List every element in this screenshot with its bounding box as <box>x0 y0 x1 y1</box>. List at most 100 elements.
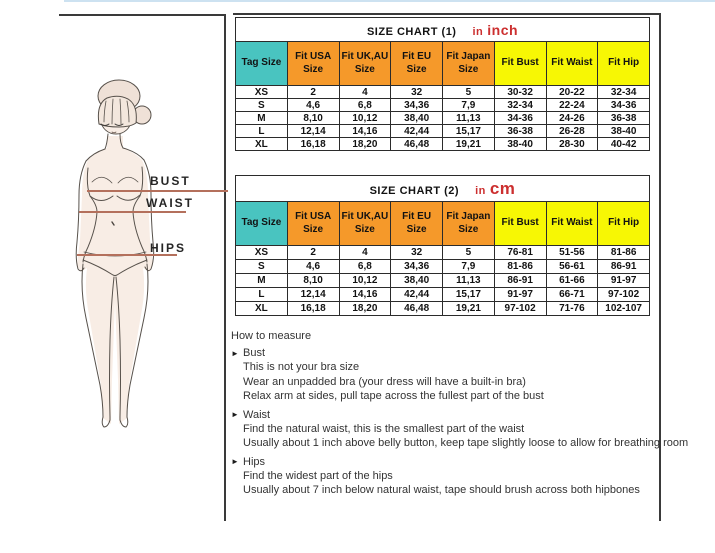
column-header-fit-japan-size: Fit Japan Size <box>442 201 495 246</box>
size-cell: 32 <box>390 85 443 99</box>
how-to-measure-title: How to measure <box>231 330 312 342</box>
size-cell: 24-26 <box>545 111 599 125</box>
size-cell: M <box>235 273 288 288</box>
column-header-fit-bust: Fit Bust <box>493 41 547 86</box>
size-cell: 15,17 <box>442 124 495 138</box>
size-cell: 86-91 <box>597 259 650 274</box>
size-cell: 28-30 <box>545 137 599 151</box>
column-header-fit-usa-size: Fit USA Size <box>286 41 340 86</box>
size-cell: 16,18 <box>286 137 340 151</box>
hips-instructions-heading: Hips <box>243 455 266 468</box>
hips-label: HIPS <box>150 241 187 255</box>
size-cell: S <box>235 259 288 274</box>
size-cell: 46,48 <box>390 301 443 316</box>
column-header-fit-uk-au-size: Fit UK,AU Size <box>338 201 392 246</box>
size-cell: 56-61 <box>545 259 599 274</box>
mouth <box>111 131 117 134</box>
size-cell: 19,21 <box>442 301 495 316</box>
chart-title-text: SIZE CHART (1) <box>366 25 457 38</box>
size-cell: 5 <box>442 245 495 260</box>
size-cell: 32-34 <box>597 85 650 99</box>
how-to-measure-section: How to measure ► Bust This is not your b… <box>231 330 688 503</box>
size-cell: 8,10 <box>286 273 340 288</box>
bust-instructions-heading: Bust <box>243 347 266 359</box>
size-cell: XS <box>235 245 288 260</box>
size-cell: 34-36 <box>597 98 650 112</box>
size-cell: 86-91 <box>493 273 547 288</box>
size-cell: 38-40 <box>597 124 650 138</box>
column-header-fit-hip: Fit Hip <box>597 201 650 246</box>
size-chart-inch-table: SIZE CHART (1) in inch Tag Size Fit USA Size… <box>235 17 650 151</box>
column-header-fit-eu-size: Fit EU Size <box>390 41 443 86</box>
size-cell: 97-102 <box>597 287 650 302</box>
figure-panel-border-top <box>59 14 226 16</box>
size-cell: 4 <box>338 245 392 260</box>
size-cell: 71-76 <box>545 301 599 316</box>
size-cell: 8,10 <box>286 111 340 125</box>
bullet-arrow-icon: ► <box>231 410 239 419</box>
size-cell: 32-34 <box>493 98 547 112</box>
chart-title-cell: SIZE CHART (2) in cm <box>235 175 650 202</box>
chart-header-row: Tag Size Fit USA Size Fit UK,AU Size Fit EU… <box>235 41 650 86</box>
size-cell: XL <box>235 137 288 151</box>
size-row-m: M 8,10 10,12 38,40 11,13 34-36 24-26 36-38 <box>235 111 650 125</box>
size-cell: 38,40 <box>390 111 443 125</box>
size-cell: 15,17 <box>442 287 495 302</box>
size-cell: 22-24 <box>545 98 599 112</box>
size-cell: S <box>235 98 288 112</box>
column-header-fit-usa-size: Fit USA Size <box>286 201 340 246</box>
size-cell: 42,44 <box>390 124 443 138</box>
instruction-line: Relax arm at sides, pull tape across the… <box>243 390 544 402</box>
size-cell: 40-42 <box>597 137 650 151</box>
size-cell: 7,9 <box>442 259 495 274</box>
size-cell: 81-86 <box>597 245 650 260</box>
size-cell: 51-56 <box>545 245 599 260</box>
size-cell: 34-36 <box>493 111 547 125</box>
bust-instructions: ► Bust This is not your bra size Wear an… <box>231 347 665 404</box>
chart-title-row: SIZE CHART (2) in cm <box>235 175 650 202</box>
hips-instructions: ► Hips Find the widest part of the hips … <box>231 456 665 498</box>
instruction-line: Find the natural waist, this is the smal… <box>243 422 525 435</box>
bust-label: BUST <box>150 174 191 188</box>
size-cell: 38-40 <box>493 137 547 151</box>
size-cell: 46,48 <box>390 137 443 151</box>
size-chart-cm-table: SIZE CHART (2) in cm Tag Size Fit USA Size Fi… <box>235 175 650 316</box>
size-cell: 32 <box>390 245 443 260</box>
unit-text: inch <box>487 21 519 38</box>
size-cell: XS <box>235 85 288 99</box>
hair-strands <box>103 98 130 125</box>
column-header-fit-eu-size: Fit EU Size <box>390 201 443 246</box>
column-header-fit-waist: Fit Waist <box>545 41 599 86</box>
unit-text: cm <box>489 178 516 198</box>
waist-label: WAIST <box>146 196 194 210</box>
instruction-line: Usually about 7 inch below natural waist… <box>243 484 640 496</box>
bullet-arrow-icon: ► <box>231 457 239 466</box>
size-row-l: L 12,14 14,16 42,44 15,17 36-38 26-28 38-40 <box>235 124 650 138</box>
bullet-arrow-icon: ► <box>231 348 239 358</box>
column-header-fit-waist: Fit Waist <box>545 201 599 246</box>
instruction-line: Wear an unpadded bra (your dress will ha… <box>243 375 526 388</box>
chart-panel-border-top <box>233 13 661 15</box>
size-cell: L <box>235 124 288 138</box>
size-cell: 36-38 <box>493 124 547 138</box>
size-cell: 12,14 <box>286 287 340 302</box>
size-cell: 18,20 <box>338 301 392 316</box>
size-cell: 19,21 <box>442 137 495 151</box>
size-cell: 61-66 <box>545 273 599 288</box>
column-header-fit-hip: Fit Hip <box>597 41 650 86</box>
size-cell: 18,20 <box>338 137 392 151</box>
size-cell: 4,6 <box>286 98 340 112</box>
size-cell: 2 <box>286 85 340 99</box>
chart-title-text: SIZE CHART (2) <box>369 184 460 197</box>
waist-leader-line <box>79 211 186 213</box>
size-cell: 34,36 <box>390 259 443 274</box>
waist-instructions-heading: Waist <box>243 408 271 421</box>
bust-leader-line <box>87 190 228 192</box>
unit-prefix-text: in <box>472 25 484 38</box>
column-header-tag-size: Tag Size <box>235 201 288 246</box>
size-cell: 4,6 <box>286 259 340 274</box>
size-cell: 11,13 <box>442 273 495 288</box>
size-cell: 36-38 <box>597 111 650 125</box>
size-cell: 14,16 <box>338 124 392 138</box>
